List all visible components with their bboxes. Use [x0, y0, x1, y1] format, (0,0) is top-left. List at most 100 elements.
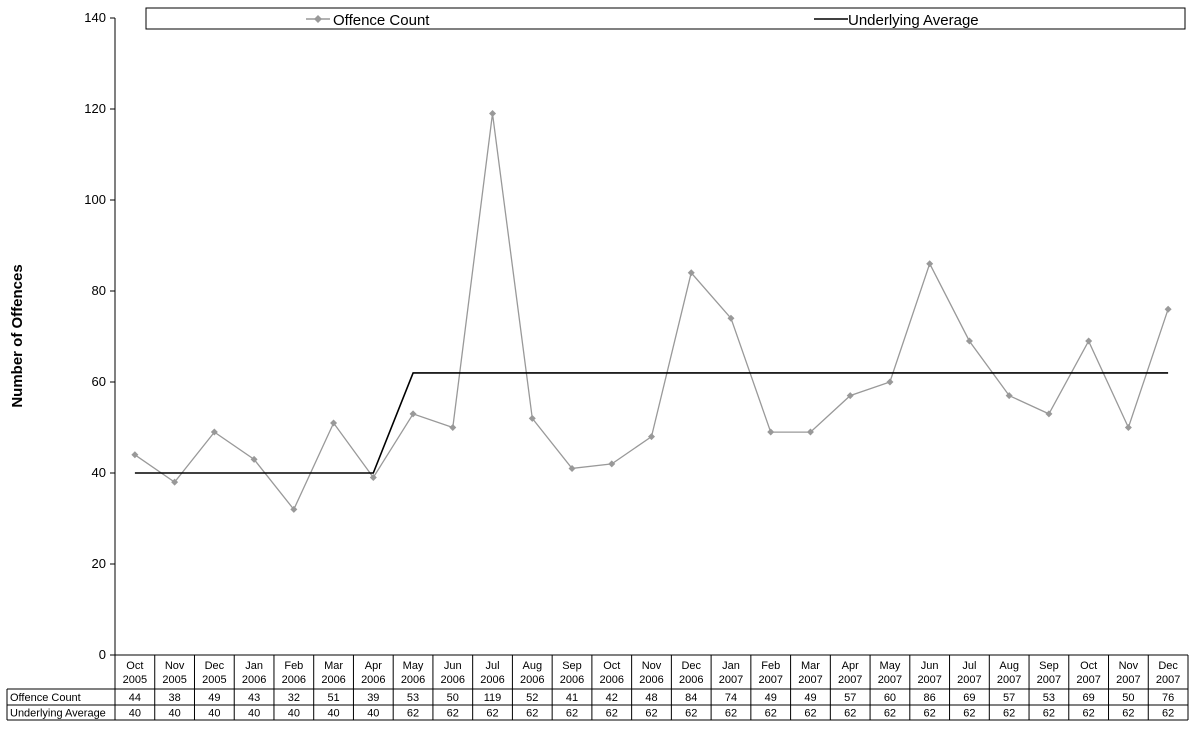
table-cell-value: 62 — [1083, 708, 1095, 720]
data-point-offence-count — [210, 428, 218, 436]
x-tick-label-month: Oct — [603, 660, 620, 672]
x-tick-label-month: Nov — [165, 660, 185, 672]
x-tick-label-year: 2007 — [798, 674, 822, 686]
table-cell-value: 62 — [566, 708, 578, 720]
data-point-offence-count — [767, 428, 775, 436]
data-point-offence-count — [568, 464, 576, 472]
table-cell-value: 52 — [526, 692, 538, 704]
x-tick-label-year: 2006 — [282, 674, 306, 686]
table-cell-value: 53 — [407, 692, 419, 704]
table-cell-value: 74 — [725, 692, 737, 704]
table-cell-value: 40 — [288, 708, 300, 720]
x-tick-label-month: Aug — [522, 660, 542, 672]
legend-marker-offence-count — [314, 15, 322, 23]
table-cell-value: 40 — [327, 708, 339, 720]
table-cell-value: 86 — [924, 692, 936, 704]
table-cell-value: 53 — [1043, 692, 1055, 704]
y-axis-title: Number of Offences — [9, 264, 26, 407]
table-cell-value: 62 — [486, 708, 498, 720]
x-tick-label-month: Oct — [126, 660, 143, 672]
table-cell-value: 44 — [129, 692, 141, 704]
x-tick-label-month: May — [403, 660, 424, 672]
series-line-offence-count — [134, 113, 1169, 511]
data-point-offence-count — [965, 337, 973, 345]
table-cell-value: 84 — [685, 692, 697, 704]
x-tick-label-year: 2007 — [1037, 674, 1061, 686]
table-cell-value: 62 — [606, 708, 618, 720]
data-point-offence-count — [489, 110, 497, 118]
table-cell-value: 62 — [765, 708, 777, 720]
x-tick-label-year: 2006 — [441, 674, 465, 686]
data-point-offence-count — [806, 428, 814, 436]
legend-label-offence-count: Offence Count — [333, 12, 430, 29]
table-cell-value: 49 — [765, 692, 777, 704]
x-tick-label-month: Jul — [962, 660, 976, 672]
table-cell-value: 62 — [407, 708, 419, 720]
legend-label-underlying-average: Underlying Average — [848, 12, 979, 29]
table-cell-value: 49 — [804, 692, 816, 704]
x-tick-label-year: 2007 — [997, 674, 1021, 686]
x-tick-label-month: Feb — [284, 660, 303, 672]
table-cell-value: 49 — [208, 692, 220, 704]
table-row-label: Offence Count — [10, 692, 81, 704]
data-point-offence-count — [1045, 410, 1053, 418]
y-tick-label: 40 — [92, 465, 106, 480]
x-tick-label-month: Mar — [324, 660, 343, 672]
x-tick-label-year: 2007 — [1156, 674, 1180, 686]
x-tick-label-year: 2005 — [162, 674, 186, 686]
table-cell-value: 43 — [248, 692, 260, 704]
table-cell-value: 62 — [685, 708, 697, 720]
x-tick-label-year: 2006 — [600, 674, 624, 686]
table-row-label: Underlying Average — [10, 708, 106, 720]
table-cell-value: 40 — [208, 708, 220, 720]
table-cell-value: 50 — [447, 692, 459, 704]
x-tick-label-month: Jan — [245, 660, 263, 672]
data-point-offence-count — [926, 260, 934, 268]
x-tick-label-year: 2006 — [361, 674, 385, 686]
table-cell-value: 57 — [1003, 692, 1015, 704]
table-cell-value: 62 — [1043, 708, 1055, 720]
table-cell-value: 62 — [1003, 708, 1015, 720]
x-tick-label-year: 2006 — [321, 674, 345, 686]
y-tick-label: 140 — [84, 10, 106, 25]
data-point-offence-count — [330, 419, 338, 427]
x-tick-label-year: 2007 — [917, 674, 941, 686]
table-cell-value: 62 — [1162, 708, 1174, 720]
y-tick-label: 60 — [92, 374, 106, 389]
table-cell-value: 62 — [804, 708, 816, 720]
table-cell-value: 62 — [884, 708, 896, 720]
x-tick-label-month: Jun — [444, 660, 462, 672]
data-point-offence-count — [886, 378, 894, 386]
table-cell-value: 69 — [963, 692, 975, 704]
table-cell-value: 40 — [168, 708, 180, 720]
table-cell-value: 57 — [844, 692, 856, 704]
x-tick-label-month: Apr — [842, 660, 859, 672]
x-tick-label-year: 2007 — [838, 674, 862, 686]
data-point-offence-count — [687, 269, 695, 277]
table-cell-value: 62 — [844, 708, 856, 720]
legend-box — [145, 7, 1186, 30]
data-point-offence-count — [1124, 424, 1132, 431]
x-tick-label-year: 2006 — [242, 674, 266, 686]
table-cell-value: 62 — [526, 708, 538, 720]
table-cell-value: 40 — [248, 708, 260, 720]
table-cell-value: 119 — [484, 692, 502, 704]
table-cell-value: 62 — [447, 708, 459, 720]
x-tick-label-year: 2007 — [719, 674, 743, 686]
x-tick-label-year: 2007 — [1116, 674, 1140, 686]
table-cell-value: 76 — [1162, 692, 1174, 704]
x-tick-label-month: Nov — [1119, 660, 1139, 672]
data-point-offence-count — [648, 433, 655, 441]
data-point-offence-count — [369, 474, 377, 482]
x-tick-label-year: 2007 — [1076, 674, 1100, 686]
x-tick-label-month: Sep — [1039, 660, 1059, 672]
data-point-offence-count — [449, 424, 457, 431]
data-point-offence-count — [608, 460, 616, 468]
x-tick-label-month: Jul — [486, 660, 500, 672]
table-cell-value: 40 — [129, 708, 141, 720]
data-point-offence-count — [171, 478, 179, 486]
table-cell-value: 69 — [1083, 692, 1095, 704]
x-tick-label-month: Dec — [205, 660, 225, 672]
y-tick-label: 80 — [92, 283, 106, 298]
